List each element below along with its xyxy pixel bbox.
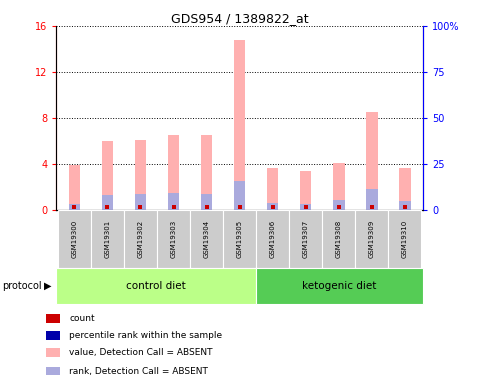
Text: GSM19307: GSM19307: [302, 220, 308, 258]
Text: GSM19305: GSM19305: [236, 220, 242, 258]
Text: GSM19301: GSM19301: [104, 220, 110, 258]
Bar: [288, 210, 322, 268]
Text: GSM19300: GSM19300: [71, 220, 77, 258]
Text: value, Detection Call = ABSENT: value, Detection Call = ABSENT: [69, 348, 212, 357]
Bar: [68, 165, 80, 210]
Bar: [332, 200, 344, 210]
Text: control diet: control diet: [126, 281, 186, 291]
Text: rank, Detection Call = ABSENT: rank, Detection Call = ABSENT: [69, 367, 207, 375]
Bar: [134, 140, 146, 210]
Bar: [354, 210, 387, 268]
Bar: [233, 181, 245, 210]
Bar: [201, 194, 212, 210]
Text: GSM19310: GSM19310: [401, 220, 407, 258]
Bar: [299, 171, 311, 210]
Text: ketogenic diet: ketogenic diet: [302, 281, 376, 291]
Title: GDS954 / 1389822_at: GDS954 / 1389822_at: [170, 12, 308, 25]
Bar: [256, 210, 288, 268]
Bar: [167, 135, 179, 210]
Bar: [266, 203, 278, 210]
Bar: [124, 210, 157, 268]
Bar: [91, 210, 124, 268]
Text: GSM19306: GSM19306: [269, 220, 275, 258]
Bar: [167, 193, 179, 210]
Bar: [46, 331, 60, 340]
Text: GSM19304: GSM19304: [203, 220, 209, 258]
Bar: [299, 204, 311, 210]
Bar: [201, 135, 212, 210]
Text: GSM19309: GSM19309: [368, 220, 374, 258]
Bar: [56, 268, 256, 304]
Text: GSM19303: GSM19303: [170, 220, 176, 258]
Bar: [157, 210, 190, 268]
Text: percentile rank within the sample: percentile rank within the sample: [69, 331, 222, 340]
Text: count: count: [69, 314, 95, 323]
Bar: [46, 314, 60, 323]
Bar: [322, 210, 354, 268]
Text: GSM19302: GSM19302: [137, 220, 143, 258]
Text: protocol: protocol: [2, 281, 42, 291]
Bar: [387, 210, 421, 268]
Text: GSM19308: GSM19308: [335, 220, 341, 258]
Bar: [134, 194, 146, 210]
Bar: [68, 204, 80, 210]
Bar: [256, 268, 422, 304]
Bar: [58, 210, 91, 268]
Bar: [233, 40, 245, 210]
Bar: [266, 168, 278, 210]
Text: ▶: ▶: [44, 281, 51, 291]
Bar: [365, 189, 377, 210]
Bar: [365, 112, 377, 210]
Bar: [190, 210, 223, 268]
Bar: [332, 163, 344, 210]
Bar: [46, 367, 60, 375]
Bar: [398, 168, 410, 210]
Bar: [102, 195, 113, 210]
Bar: [46, 348, 60, 357]
Bar: [102, 141, 113, 210]
Bar: [223, 210, 256, 268]
Bar: [398, 201, 410, 210]
